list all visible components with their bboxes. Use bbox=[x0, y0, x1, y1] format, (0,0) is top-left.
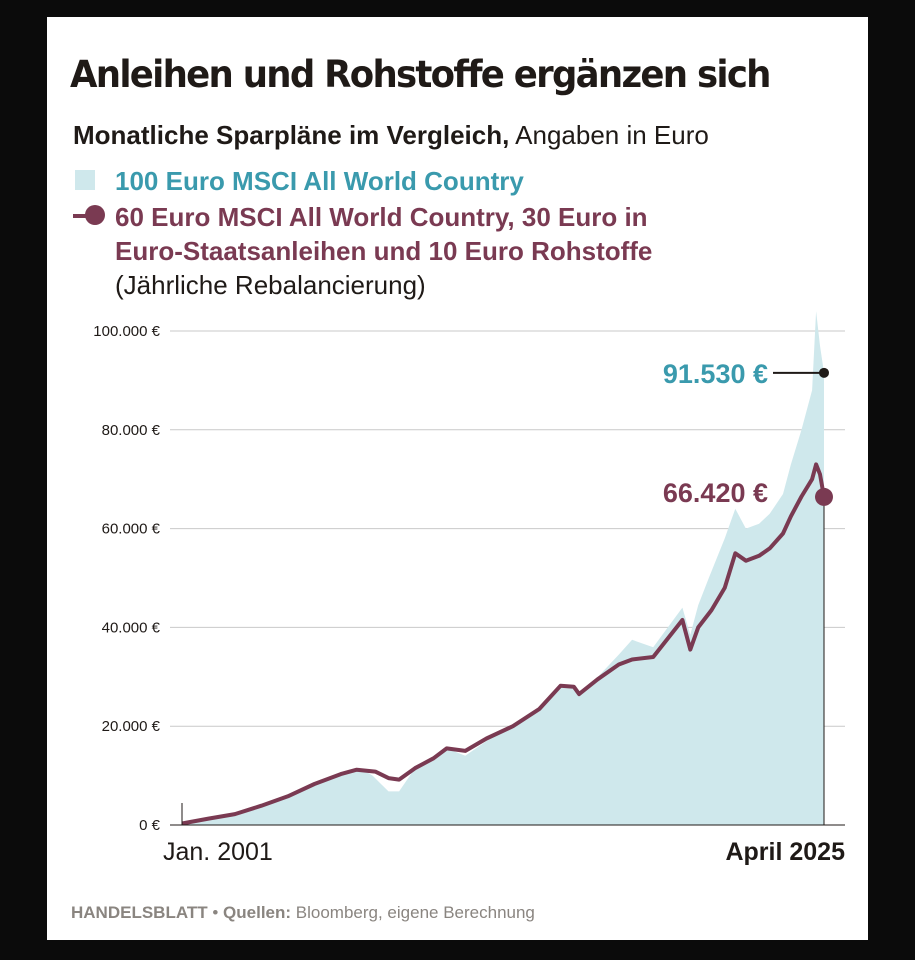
source-text: Bloomberg, eigene Berechnung bbox=[291, 903, 535, 922]
x-start-label: Jan. 2001 bbox=[163, 838, 273, 866]
y-tick-label: 40.000 € bbox=[102, 619, 161, 636]
legend-label-mix-line2: Euro-Staatsanleihen und 10 Euro Rohstoff… bbox=[115, 236, 653, 266]
x-end-label: April 2025 bbox=[725, 838, 845, 866]
line-swatch-icon bbox=[73, 214, 95, 218]
y-axis: 0 € 20.000 € 40.000 € 60.000 € 80.000 € 100.0… bbox=[93, 323, 160, 834]
y-tick-label: 60.000 € bbox=[102, 521, 161, 538]
y-tick-label: 20.000 € bbox=[102, 718, 161, 735]
subtitle-bold: Monatliche Sparpläne im Vergleich, bbox=[73, 120, 510, 150]
legend-label-mix-line1: 60 Euro MSCI All World Country, 30 Euro … bbox=[115, 202, 648, 232]
chart-title: Anleihen und Rohstoffe ergänzen sich bbox=[70, 53, 771, 96]
chart-subtitle: Monatliche Sparpläne im Vergleich, Angab… bbox=[73, 120, 709, 151]
msci-end-marker bbox=[819, 367, 829, 378]
area-series-msci bbox=[182, 311, 824, 825]
legend-item-mix: 60 Euro MSCI All World Country, 30 Euro … bbox=[73, 200, 843, 302]
msci-end-value: 91.530 € bbox=[663, 359, 768, 389]
dot-swatch-icon bbox=[85, 205, 105, 225]
area-swatch-icon bbox=[75, 170, 95, 190]
legend: 100 Euro MSCI All World Country 60 Euro … bbox=[73, 164, 843, 302]
source-brand: HANDELSBLATT bbox=[71, 903, 208, 922]
chart-plot: 0 € 20.000 € 40.000 € 60.000 € 80.000 € 100.0… bbox=[93, 311, 845, 866]
mix-end-value: 66.420 € bbox=[663, 478, 768, 508]
y-tick-label: 0 € bbox=[139, 817, 161, 834]
line-series-mix bbox=[181, 462, 826, 826]
chart-card: Anleihen und Rohstoffe ergänzen sich Mon… bbox=[47, 17, 868, 940]
source-separator: • bbox=[207, 903, 224, 922]
subtitle-normal: Angaben in Euro bbox=[509, 120, 709, 150]
legend-item-msci: 100 Euro MSCI All World Country bbox=[73, 164, 843, 198]
mix-end-marker bbox=[815, 487, 833, 506]
source-note: HANDELSBLATT • Quellen: Bloomberg, eigen… bbox=[71, 903, 535, 923]
legend-note: (Jährliche Rebalancierung) bbox=[115, 270, 426, 300]
legend-label-msci: 100 Euro MSCI All World Country bbox=[115, 166, 524, 196]
y-tick-label: 100.000 € bbox=[93, 323, 160, 340]
y-tick-label: 80.000 € bbox=[102, 422, 161, 439]
source-label: Quellen: bbox=[223, 903, 292, 922]
